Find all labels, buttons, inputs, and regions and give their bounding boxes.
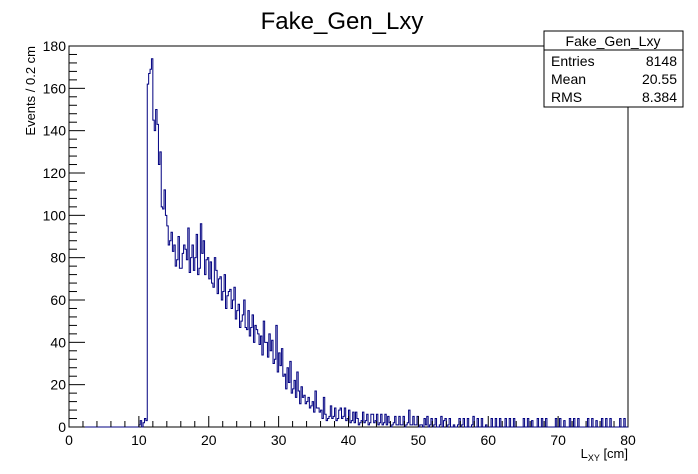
x-tick-label: 30 (271, 432, 287, 448)
y-tick-label: 140 (43, 123, 67, 139)
x-tick-label: 0 (65, 432, 73, 448)
x-tick-label: 50 (411, 432, 427, 448)
x-tick-label: 20 (201, 432, 217, 448)
y-tick-label: 180 (43, 38, 67, 54)
x-tick-label: 60 (480, 432, 496, 448)
y-tick-label: 20 (50, 377, 66, 393)
x-tick-label: 70 (550, 432, 566, 448)
y-axis-label: Events / 0.2 cm (23, 46, 38, 136)
x-axis-label: LXY [cm] (581, 446, 628, 463)
chart-title: Fake_Gen_Lxy (261, 8, 424, 35)
x-axis: 0 10 20 30 40 50 60 70 80 (65, 416, 636, 448)
y-tick-label: 160 (43, 80, 67, 96)
y-tick-label: 60 (50, 292, 66, 308)
y-axis: 0 20 40 60 80 100 120 140 160 180 (43, 38, 85, 435)
y-tick-label: 0 (58, 419, 66, 435)
stats-name: Fake_Gen_Lxy (566, 33, 661, 49)
stats-mean-label: Mean (551, 71, 586, 87)
y-tick-label: 80 (50, 250, 66, 266)
stats-box-frame (543, 30, 684, 108)
x-tick-label: 40 (341, 432, 357, 448)
x-tick-label: 10 (131, 432, 147, 448)
stats-rms-value: 8.384 (642, 89, 677, 105)
x-axis-label-main: L (581, 446, 588, 461)
stats-entries-value: 8148 (646, 53, 677, 69)
y-tick-label: 120 (43, 165, 67, 181)
y-tick-label: 40 (50, 334, 66, 350)
stats-rms-label: RMS (551, 89, 582, 105)
stats-mean-value: 20.55 (642, 71, 677, 87)
x-tick-label: 80 (620, 432, 636, 448)
x-axis-label-unit: [cm] (600, 446, 628, 461)
x-axis-label-subscript: XY (588, 453, 600, 463)
y-tick-label: 100 (43, 207, 67, 223)
histogram-line (69, 58, 628, 428)
stats-entries-label: Entries (551, 53, 595, 69)
stats-box: Fake_Gen_Lxy Entries 8148 Mean 20.55 RMS… (543, 30, 684, 108)
